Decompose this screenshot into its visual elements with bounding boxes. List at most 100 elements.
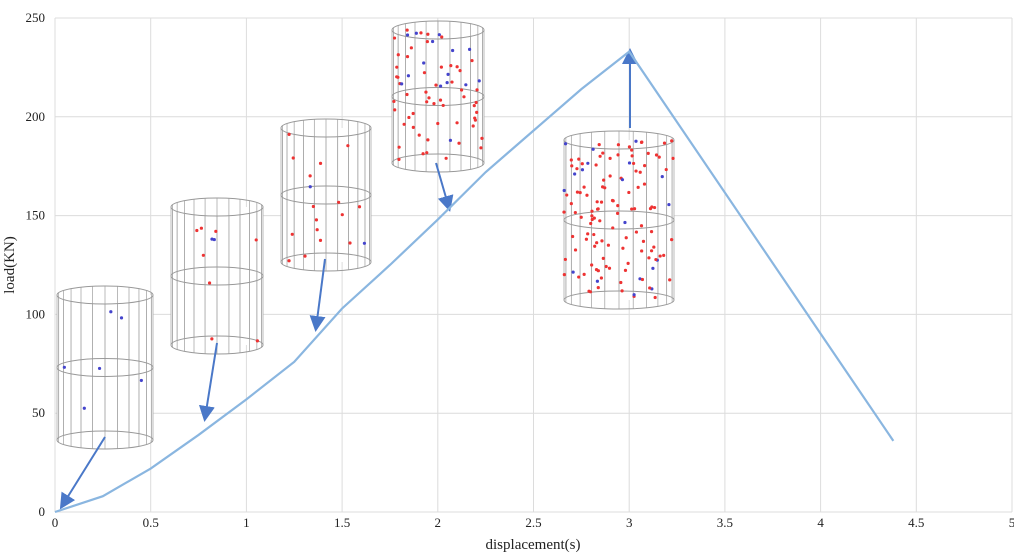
cylinder-dot xyxy=(290,232,294,236)
cylinder-dot xyxy=(595,241,599,245)
arrow xyxy=(435,162,454,212)
cylinder-dot xyxy=(630,148,634,152)
cylinder-dot xyxy=(587,289,591,293)
cylinder-dot xyxy=(311,204,315,209)
cylinder-ring xyxy=(280,185,372,205)
cylinder-dot xyxy=(593,244,597,248)
cylinder-ring xyxy=(56,430,154,450)
arrow xyxy=(198,342,218,422)
cylinder-dot xyxy=(639,224,644,228)
cylinder-dot xyxy=(585,193,589,197)
cylinder-dot xyxy=(640,277,645,282)
cylinder-dot xyxy=(573,210,577,215)
cylinder-dot xyxy=(438,84,443,88)
cylinder-ring xyxy=(391,20,485,40)
cylinder-dot xyxy=(643,164,647,168)
cylinder-dot xyxy=(627,145,632,149)
cylinder-dot xyxy=(425,39,429,44)
cylinder-dot xyxy=(448,138,453,142)
cylinder-dot xyxy=(648,286,652,290)
cylinder-dot xyxy=(291,156,295,160)
cylinder-dot xyxy=(616,153,620,157)
cylinder-dot xyxy=(610,198,615,203)
cylinder-dot xyxy=(397,157,401,161)
cylinder-dot xyxy=(630,154,634,158)
cylinder-dot xyxy=(214,229,218,233)
x-tick-label: 2.5 xyxy=(525,515,541,530)
cylinder-dot xyxy=(318,161,323,165)
cylinder-dot xyxy=(97,366,102,371)
cylinder-dot xyxy=(640,249,644,253)
cylinder-dot xyxy=(444,156,448,160)
cylinder-dot xyxy=(580,168,585,172)
cylinder-dot xyxy=(395,65,399,69)
cylinder-dot xyxy=(62,365,66,369)
cylinder-dot xyxy=(579,215,583,219)
cylinder-dot xyxy=(441,103,445,108)
cylinder-dot xyxy=(397,145,401,149)
cylinder-dot xyxy=(602,178,606,182)
cylinder-dot xyxy=(422,61,426,65)
cylinder-dot xyxy=(395,75,399,79)
cylinder-dot xyxy=(422,71,427,75)
cylinder-dot xyxy=(608,156,612,160)
cylinder-dot xyxy=(662,141,667,145)
cylinder-dot xyxy=(594,267,599,272)
cylinder-dot xyxy=(308,185,312,189)
cylinder-dot xyxy=(562,273,566,277)
cylinder-dot xyxy=(400,82,404,86)
x-tick-label: 1.5 xyxy=(334,515,350,530)
cylinder-dot xyxy=(318,238,323,242)
cylinder-dot xyxy=(405,55,410,59)
cylinder-dot xyxy=(627,161,632,165)
cylinder xyxy=(280,118,372,272)
cylinder-dot xyxy=(611,226,615,230)
y-tick-label: 100 xyxy=(26,306,46,321)
x-tick-label: 4.5 xyxy=(908,515,924,530)
cylinder-dot xyxy=(450,80,454,84)
cylinder-dot xyxy=(630,207,634,211)
cylinder-dot xyxy=(651,266,655,270)
cylinder-dot xyxy=(438,98,443,102)
cylinder-dot xyxy=(471,124,475,128)
cylinder-dot xyxy=(621,246,625,250)
cylinder-dot xyxy=(654,153,659,157)
cylinder-dot xyxy=(636,185,640,189)
cylinder-dot xyxy=(626,261,630,265)
cylinder-dot xyxy=(590,263,594,267)
cylinder-dot xyxy=(591,147,595,151)
cylinder-dot xyxy=(392,36,397,40)
cylinder-ring xyxy=(170,335,264,355)
cylinder-dot xyxy=(424,90,428,94)
cylinder-dot xyxy=(641,239,646,243)
cylinder-dot xyxy=(620,289,624,293)
cylinder-dot xyxy=(594,163,598,167)
cylinder-dot xyxy=(575,167,579,171)
cylinder-dot xyxy=(470,58,474,63)
cylinder-dot xyxy=(411,111,415,116)
cylinder-dot xyxy=(589,221,593,226)
cylinder-dot xyxy=(473,118,477,122)
cylinder-dot xyxy=(195,228,199,233)
cylinder-dot xyxy=(449,64,453,68)
cylinder-dot xyxy=(455,121,459,125)
cylinder-dot xyxy=(584,237,589,241)
cylinder-dot xyxy=(407,115,411,120)
cylinder-dot xyxy=(671,156,675,160)
cylinder-dot xyxy=(571,234,575,239)
cylinder-ring xyxy=(563,290,675,310)
cylinder-dot xyxy=(654,257,658,262)
cylinder-dot xyxy=(647,256,651,260)
cylinder-dot xyxy=(411,125,415,130)
cylinder-dot xyxy=(598,154,602,158)
cylinder-dot xyxy=(479,146,483,150)
cylinder-dot xyxy=(571,270,575,274)
cylinder-dot xyxy=(109,310,113,314)
cylinder-dot xyxy=(563,142,568,146)
cylinder-dot xyxy=(139,378,143,383)
cylinder-dot xyxy=(472,103,476,108)
y-axis-label: load(KN) xyxy=(2,236,18,293)
cylinder-dot xyxy=(607,266,612,270)
cylinder-dot xyxy=(457,141,461,145)
